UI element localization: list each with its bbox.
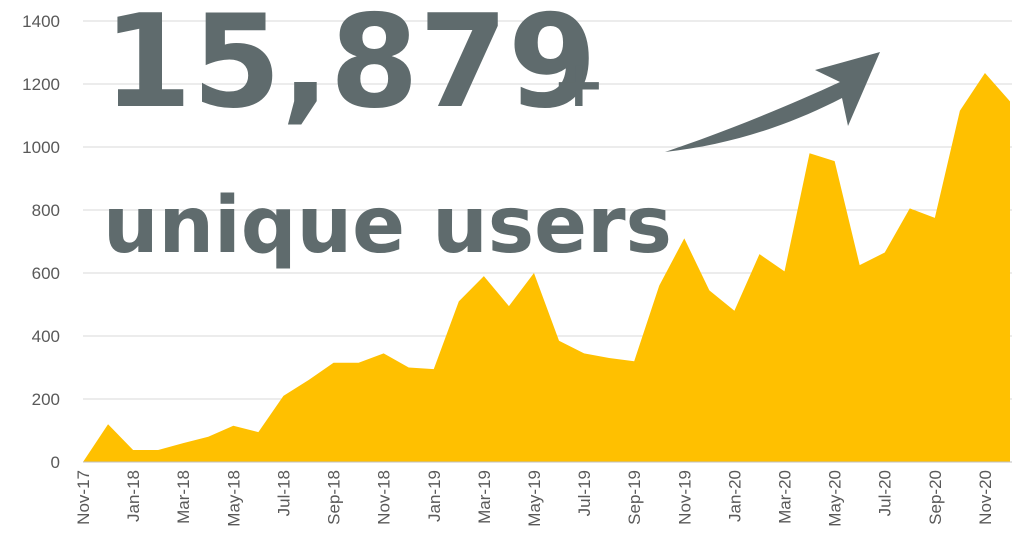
x-tick-label: Jul-20 bbox=[876, 470, 895, 516]
subtitle: unique users bbox=[103, 181, 672, 271]
x-tick-label: Jan-19 bbox=[425, 470, 444, 522]
x-tick-label: Mar-19 bbox=[475, 470, 494, 524]
x-tick-label: Mar-20 bbox=[776, 470, 795, 524]
x-tick-label: Mar-18 bbox=[174, 470, 193, 524]
x-tick-label: May-18 bbox=[224, 470, 243, 527]
x-tick-label: Nov-18 bbox=[375, 470, 394, 525]
y-tick-label: 1000 bbox=[22, 138, 60, 157]
x-tick-label: Sep-18 bbox=[325, 470, 344, 525]
x-tick-label: Jan-20 bbox=[725, 470, 744, 522]
x-tick-label: Jul-18 bbox=[274, 470, 293, 516]
headline-suffix: + bbox=[552, 48, 606, 122]
y-tick-label: 400 bbox=[32, 327, 60, 346]
y-tick-label: 1200 bbox=[22, 75, 60, 94]
x-tick-label: Jul-19 bbox=[575, 470, 594, 516]
x-tick-label: Nov-19 bbox=[675, 470, 694, 525]
x-tick-label: Sep-19 bbox=[625, 470, 644, 525]
x-tick-label: Nov-20 bbox=[976, 470, 995, 525]
x-tick-label: May-20 bbox=[826, 470, 845, 527]
x-tick-label: May-19 bbox=[525, 470, 544, 527]
y-tick-label: 0 bbox=[51, 453, 60, 472]
area bbox=[83, 72, 1010, 462]
y-tick-label: 1400 bbox=[22, 12, 60, 31]
y-tick-label: 600 bbox=[32, 264, 60, 283]
x-tick-label: Sep-20 bbox=[926, 470, 945, 525]
headline: 15,879 bbox=[103, 0, 597, 137]
x-tick-label: Nov-17 bbox=[74, 470, 93, 525]
arrow bbox=[665, 52, 880, 152]
y-tick-label: 200 bbox=[32, 390, 60, 409]
x-tick-label: Jan-18 bbox=[124, 470, 143, 522]
plot bbox=[83, 72, 1010, 462]
y-tick-label: 800 bbox=[32, 201, 60, 220]
